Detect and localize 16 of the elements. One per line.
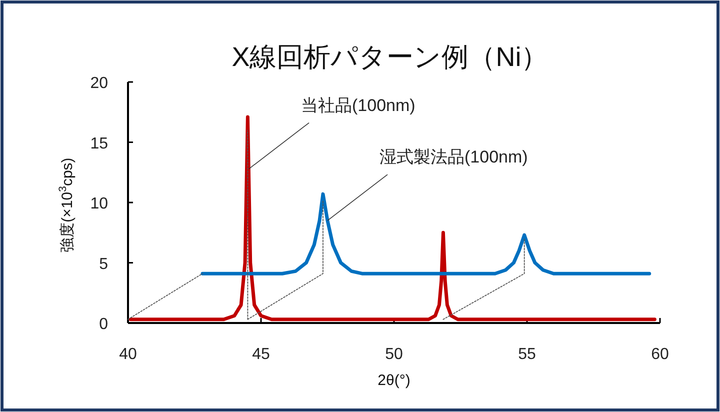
x-tick-label: 55 <box>518 346 536 363</box>
x-tick-label: 60 <box>651 346 669 363</box>
y-tick-label: 0 <box>99 316 108 333</box>
x-tick-label: 45 <box>252 346 270 363</box>
annotation: 湿式製法品(100nm) <box>380 148 528 167</box>
y-tick-label: 15 <box>90 135 108 152</box>
chart-title: X線回析パターン例（Ni） <box>232 42 548 72</box>
line-series <box>200 192 652 276</box>
y-tick-label: 20 <box>90 75 108 92</box>
x-tick-label: 40 <box>119 346 137 363</box>
annotation: 当社品(100nm) <box>301 96 416 115</box>
x-tick-label: 50 <box>385 346 403 363</box>
line-series <box>128 115 656 322</box>
x-axis-title: 2θ(°) <box>378 372 410 389</box>
y-tick-label: 10 <box>90 196 108 212</box>
y-tick-label: 5 <box>99 256 108 273</box>
